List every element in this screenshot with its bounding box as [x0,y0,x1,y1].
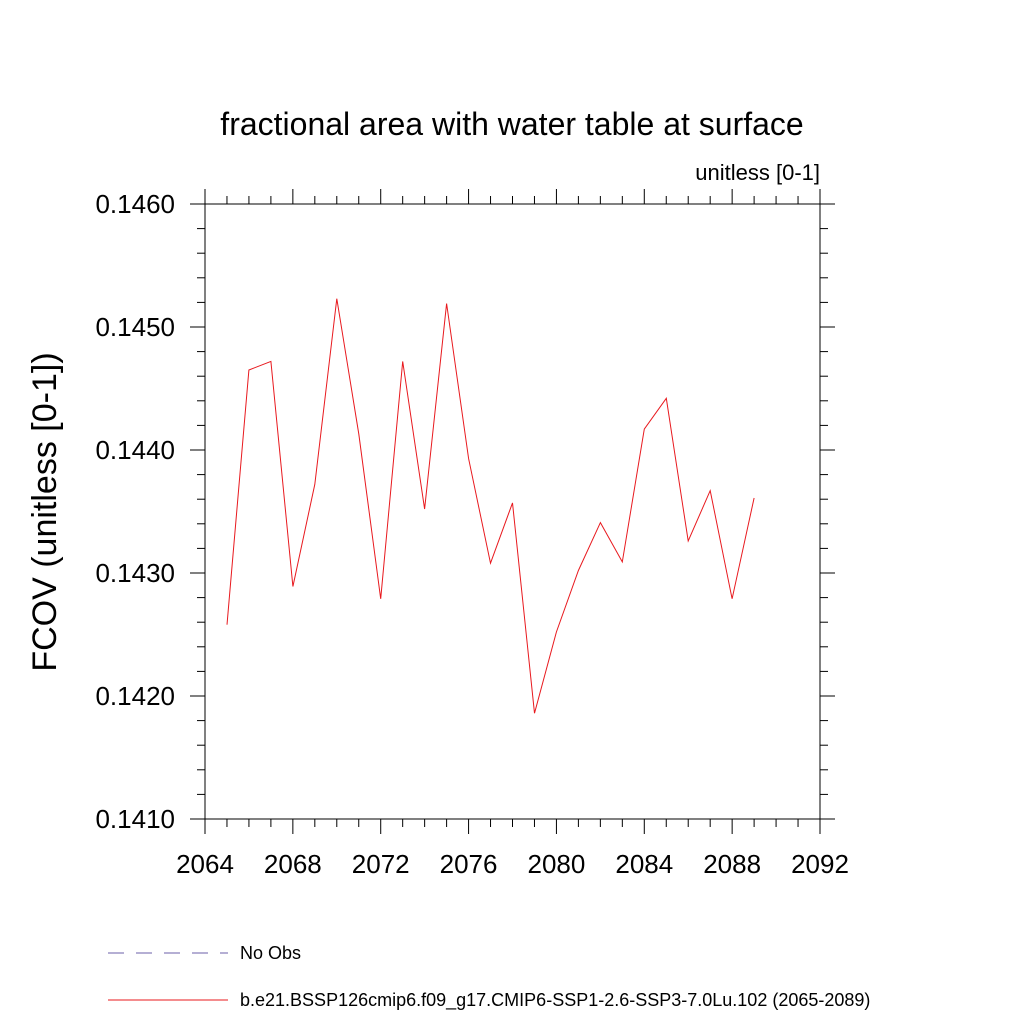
y-tick-label: 0.1450 [95,312,175,342]
plot-frame [204,203,821,820]
y-tick-label: 0.1410 [95,804,175,834]
data-series [226,298,755,714]
y-tick-label: 0.1460 [95,189,175,219]
legend-label: b.e21.BSSP126cmip6.f09_g17.CMIP6-SSP1-2.… [240,990,870,1011]
x-tick-label: 2072 [352,849,410,879]
x-tick-label: 2064 [176,849,234,879]
x-tick-label: 2068 [264,849,322,879]
y-tick-label: 0.1420 [95,681,175,711]
x-tick-label: 2092 [791,849,849,879]
chart-title: fractional area with water table at surf… [220,106,803,142]
y-tick-label: 0.1430 [95,558,175,588]
x-tick-label: 2076 [440,849,498,879]
legend: No Obs b.e21.BSSP126cmip6.f09_g17.CMIP6-S… [108,943,870,1011]
legend-label: No Obs [240,943,301,963]
x-tick-label: 2088 [703,849,761,879]
y-axis-label: FCOV (unitless [0-1]) [26,352,64,671]
y-tick-label: 0.1440 [95,435,175,465]
series-line [226,298,755,714]
x-tick-label: 2080 [528,849,586,879]
units-label: unitless [0-1] [695,160,820,185]
x-tick-label: 2084 [615,849,673,879]
axes: 2064 2068 2072 2076 2080 2084 2088 2092 0.1410 0.… [95,189,849,879]
